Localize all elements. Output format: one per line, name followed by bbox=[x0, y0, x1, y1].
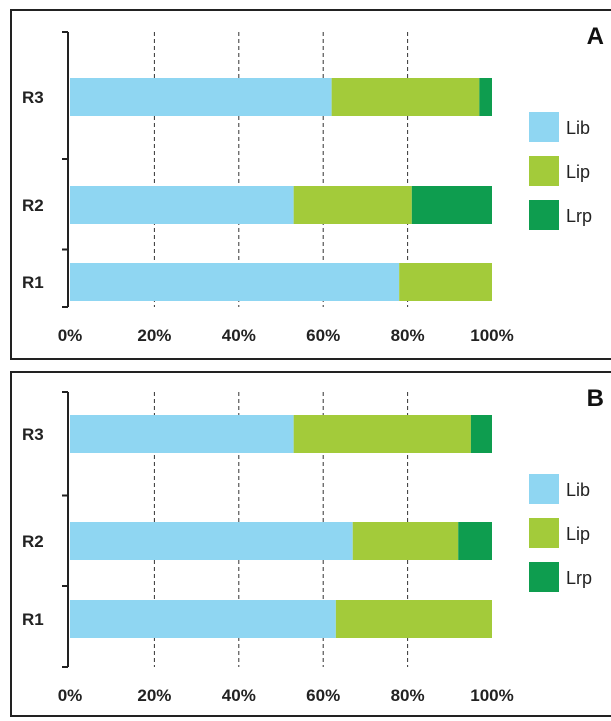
bar-r2-lib bbox=[70, 186, 294, 224]
bar-r2-lrp bbox=[411, 186, 492, 224]
legend-label: Lip bbox=[566, 524, 590, 544]
bar-r2-lip bbox=[352, 522, 459, 560]
panel-frame bbox=[10, 9, 611, 360]
category-label: R2 bbox=[22, 532, 44, 551]
x-tick-label: 100% bbox=[470, 686, 513, 705]
category-label: R1 bbox=[22, 610, 44, 629]
bar-r3-lrp bbox=[470, 415, 492, 453]
legend-swatch-lrp bbox=[529, 200, 559, 230]
x-tick-label: 60% bbox=[306, 326, 340, 345]
x-tick-label: 40% bbox=[222, 326, 256, 345]
panel-label: B bbox=[587, 385, 604, 412]
panel-label: A bbox=[587, 23, 604, 50]
legend-swatch-lip bbox=[529, 518, 559, 548]
x-tick-label: 20% bbox=[137, 326, 171, 345]
category-label: R1 bbox=[22, 273, 44, 292]
x-tick-label: 40% bbox=[222, 686, 256, 705]
legend-swatch-lib bbox=[529, 112, 559, 142]
bar-r3-lrp bbox=[479, 78, 492, 116]
legend-swatch-lib bbox=[529, 474, 559, 504]
legend-swatch-lip bbox=[529, 156, 559, 186]
category-label: R2 bbox=[22, 196, 44, 215]
bar-r2-lip bbox=[293, 186, 412, 224]
x-tick-label: 80% bbox=[391, 326, 425, 345]
bar-r3-lib bbox=[70, 415, 294, 453]
bar-r3-lip bbox=[331, 78, 480, 116]
x-tick-label: 60% bbox=[306, 686, 340, 705]
category-label: R3 bbox=[22, 88, 44, 107]
x-tick-label: 0% bbox=[58, 686, 83, 705]
legend-label: Lrp bbox=[566, 568, 592, 588]
panel-b: 0% 20% 40% 60% 80% 100% R1 R2 R3 B Lib Lip Lrp bbox=[10, 371, 611, 717]
x-tick-label: 80% bbox=[391, 686, 425, 705]
x-tick-label: 0% bbox=[58, 326, 83, 345]
bar-r3-lib bbox=[70, 78, 332, 116]
legend-label: Lib bbox=[566, 480, 590, 500]
legend-label: Lip bbox=[566, 162, 590, 182]
category-label: R3 bbox=[22, 425, 44, 444]
legend-label: Lib bbox=[566, 118, 590, 138]
bar-r2-lrp bbox=[458, 522, 492, 560]
panel-frame bbox=[10, 371, 611, 717]
bar-r1-lip bbox=[335, 600, 492, 638]
bar-r1-lib bbox=[70, 263, 400, 301]
bar-r1-lip bbox=[399, 263, 492, 301]
bar-r3-lip bbox=[293, 415, 471, 453]
legend-label: Lrp bbox=[566, 206, 592, 226]
x-tick-label: 100% bbox=[470, 326, 513, 345]
legend-swatch-lrp bbox=[529, 562, 559, 592]
bar-r1-lib bbox=[70, 600, 336, 638]
panel-a: 0% 20% 40% 60% 80% 100% R1 R2 R3 A Lib Lip Lrp bbox=[10, 9, 611, 360]
bar-r2-lib bbox=[70, 522, 353, 560]
x-tick-label: 20% bbox=[137, 686, 171, 705]
